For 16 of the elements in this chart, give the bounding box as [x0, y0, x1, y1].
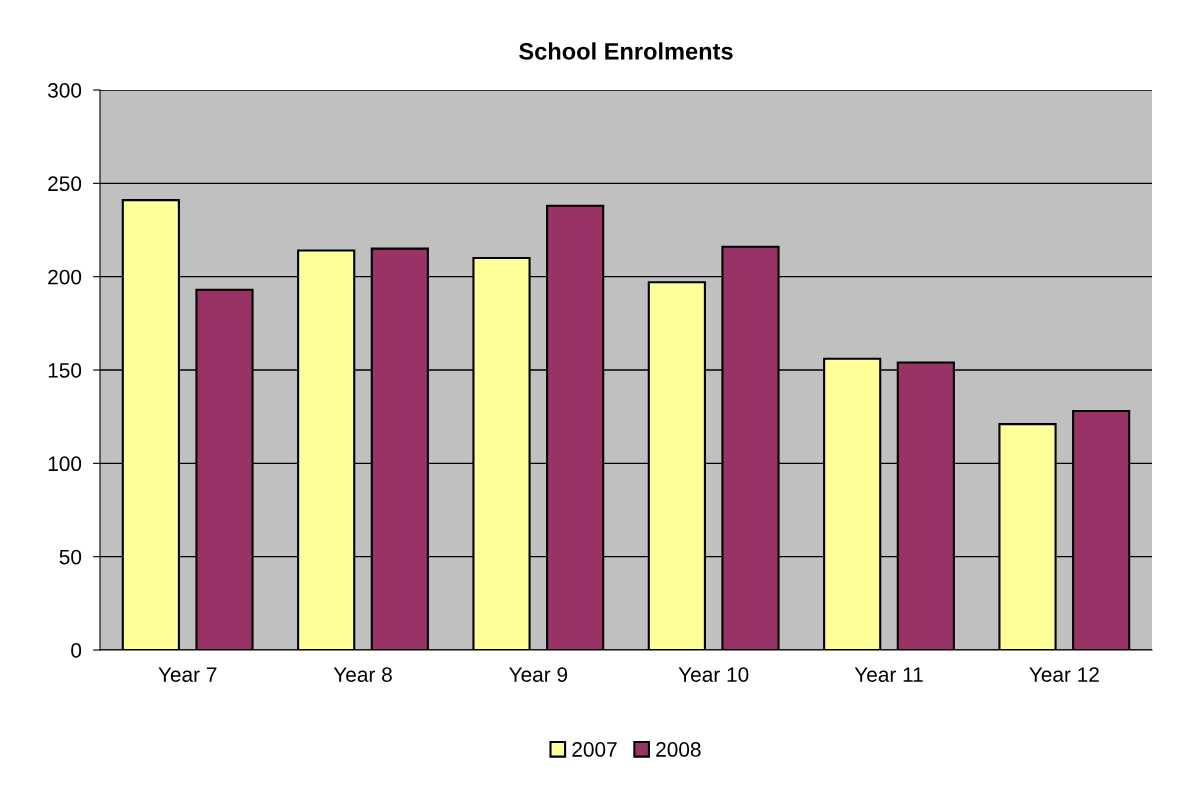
x-tick-label: Year 7 — [158, 667, 217, 682]
y-tick-label: 150 — [48, 363, 82, 378]
y-tick-label: 250 — [48, 176, 82, 192]
legend-label: 2008 — [656, 742, 701, 757]
y-tick-label: 50 — [59, 549, 82, 565]
y-tick-label: 200 — [48, 269, 82, 285]
y-tick-label: 300 — [47, 83, 82, 98]
x-tick-label: Year 8 — [333, 667, 392, 682]
y-tick-label: 0 — [71, 643, 82, 658]
x-tick-label: Year 10 — [678, 667, 749, 682]
x-tick-label: Year 12 — [1029, 667, 1099, 682]
chart-title: School Enrolments — [519, 42, 733, 60]
x-tick-label: Year 11 — [854, 667, 923, 682]
y-tick-label: 100 — [48, 456, 82, 472]
legend-label: 2007 — [572, 742, 617, 757]
x-tick-label: Year 9 — [509, 667, 568, 682]
